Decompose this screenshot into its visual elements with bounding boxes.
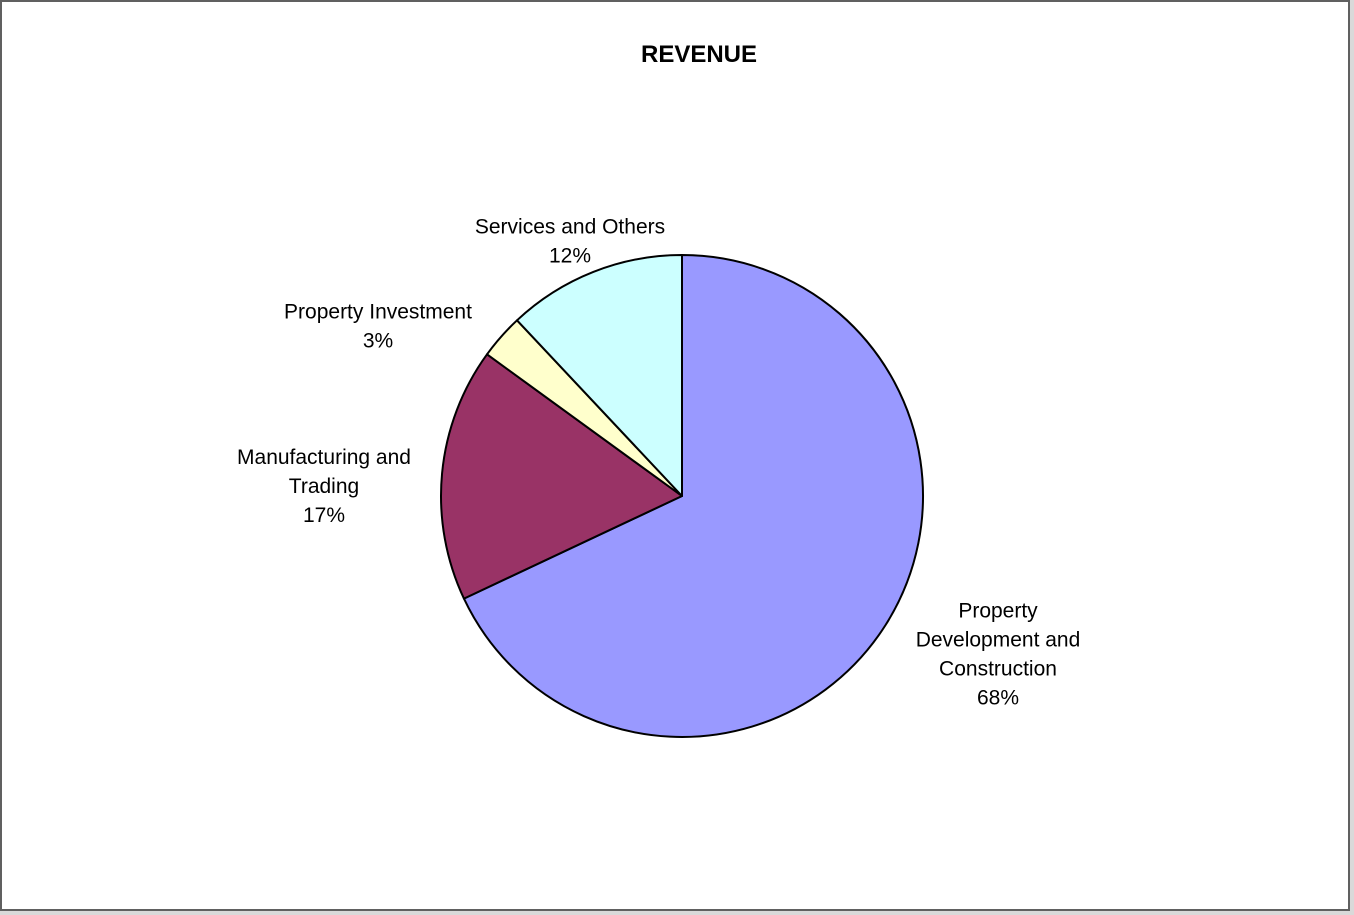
slice-category-label: Trading (289, 475, 359, 498)
slice-percent-label: 17% (303, 504, 345, 527)
slice-category-label: Manufacturing and (237, 446, 411, 469)
pie-slice (516, 254, 683, 497)
chart-title: REVENUE (641, 41, 757, 68)
slice-label: Manufacturing and Trading 17% (237, 446, 411, 527)
pie-slice (440, 353, 683, 600)
slice-category-label: Construction (939, 658, 1057, 681)
slice-label: Property Investment 3% (284, 301, 472, 353)
slice-label: Services and Others 12% (475, 216, 665, 268)
slice-category-label: Property Investment (284, 301, 472, 324)
slice-category-label: Development and (916, 629, 1081, 652)
slice-percent-label: 3% (363, 330, 393, 353)
slice-percent-label: 12% (549, 245, 591, 268)
slice-labels: Property Development and Construction 68% Ma… (237, 216, 1080, 710)
pie-slice (462, 254, 924, 738)
slice-percent-label: 68% (977, 687, 1019, 710)
pie-slices (440, 254, 924, 738)
slice-category-label: Property (958, 600, 1038, 623)
slice-label: Property Development and Construction 68% (916, 600, 1081, 710)
slice-category-label: Services and Others (475, 216, 665, 239)
